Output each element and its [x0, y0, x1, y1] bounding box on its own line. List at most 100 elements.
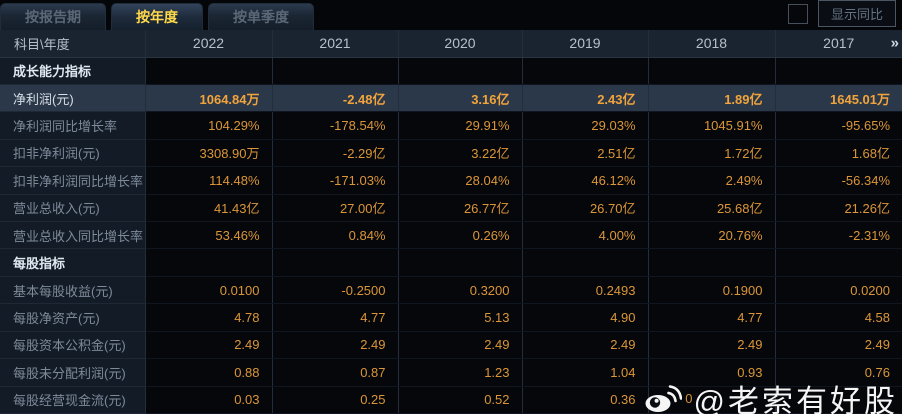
value-cell: 20.76% — [648, 221, 776, 250]
value-cell: 28.04% — [398, 166, 523, 195]
value-cell: 2.49 — [398, 331, 523, 360]
value-cell: 4.00% — [522, 221, 649, 250]
value-cell: -56.34% — [775, 166, 902, 195]
value-cell: 0.36 — [522, 386, 649, 414]
value-cell: 0.84% — [272, 221, 399, 250]
show-yoy-checkbox[interactable] — [787, 3, 808, 24]
table-body: 科目\年度 2022 2021 2020 2019 2018 2017» 成长能力指标 净利… — [0, 30, 902, 414]
section-row: 每股指标 — [0, 248, 902, 277]
value-cell — [398, 57, 523, 85]
value-cell: 1045.91% — [648, 111, 776, 140]
value-cell — [398, 248, 523, 277]
year-header-2020: 2020 — [398, 30, 523, 58]
value-cell: 53.46% — [145, 221, 273, 250]
value-cell: 25.68亿 — [648, 194, 776, 223]
value-cell: 4.78 — [145, 303, 273, 332]
show-yoy-button[interactable]: 显示同比 — [817, 0, 896, 27]
value-cell: 1.04 — [522, 358, 649, 387]
row-label: 每股指标 — [0, 248, 146, 277]
value-cell: 3.16亿 — [398, 84, 523, 113]
section-row: 成长能力指标 — [0, 57, 902, 85]
table-row: 营业总收入同比增长率 53.46% 0.84% 0.26% 4.00% 20.76% -2.… — [0, 221, 902, 250]
financial-indicators-table: 科目\年度 2022 2021 2020 2019 2018 2017» 成长能力指标 净利… — [0, 30, 902, 414]
value-cell: 46.12% — [522, 166, 649, 195]
value-cell: 1064.84万 — [145, 84, 273, 113]
value-cell: 0.0200 — [775, 276, 902, 305]
value-cell: 1.68亿 — [775, 139, 902, 168]
year-header-2019: 2019 — [522, 30, 649, 58]
value-cell: 27.00亿 — [272, 194, 399, 223]
value-cell: 4.90 — [522, 303, 649, 332]
value-cell: 4.77 — [272, 303, 399, 332]
table-row: 营业总收入(元) 41.43亿 27.00亿 26.77亿 26.70亿 25.68亿 21… — [0, 194, 902, 223]
value-cell: 0.25 — [272, 386, 399, 414]
value-cell: 1.72亿 — [648, 139, 776, 168]
value-cell — [522, 248, 649, 277]
year-header-2017: 2017» — [775, 30, 902, 58]
value-cell: -178.54% — [272, 111, 399, 140]
value-cell: 29.91% — [398, 111, 523, 140]
period-tab-bar: 按报告期 按年度 按单季度 显示同比 — [0, 0, 902, 30]
tab-2[interactable]: 按单季度 — [208, 3, 314, 30]
value-cell: 1645.01万 — [775, 84, 902, 113]
value-cell — [648, 57, 776, 85]
value-cell — [775, 248, 902, 277]
tabbar-right-controls: 显示同比 — [787, 0, 902, 30]
year-header-2021: 2021 — [272, 30, 399, 58]
value-cell — [522, 57, 649, 85]
table-row: 每股资本公积金(元) 2.49 2.49 2.49 2.49 2.49 2.49 — [0, 331, 902, 360]
value-cell — [775, 57, 902, 85]
value-cell: 5.13 — [398, 303, 523, 332]
row-label: 净利润同比增长率 — [0, 111, 146, 140]
value-cell: 4.58 — [775, 303, 902, 332]
value-cell: 3308.90万 — [145, 139, 273, 168]
value-cell: 2.49% — [648, 166, 776, 195]
year-header-2018: 2018 — [648, 30, 776, 58]
year-header-row: 科目\年度 2022 2021 2020 2019 2018 2017» — [0, 30, 902, 58]
row-label: 基本每股收益(元) — [0, 276, 146, 305]
table-row: 每股经营现金流(元) 0.03 0.25 0.52 0.36 — [0, 386, 902, 414]
value-cell: -95.65% — [775, 111, 902, 140]
row-label: 营业总收入同比增长率 — [0, 221, 146, 250]
value-cell: 26.77亿 — [398, 194, 523, 223]
tab-0[interactable]: 按报告期 — [0, 3, 106, 30]
value-cell: 114.48% — [145, 166, 273, 195]
corner-label: 科目\年度 — [0, 30, 146, 58]
value-cell: -2.29亿 — [272, 139, 399, 168]
value-cell: 1.23 — [398, 358, 523, 387]
table-row: 每股净资产(元) 4.78 4.77 5.13 4.90 4.77 4.58 — [0, 303, 902, 332]
value-cell: 0.52 — [398, 386, 523, 414]
value-cell — [145, 248, 273, 277]
value-cell: 0.3200 — [398, 276, 523, 305]
value-cell: 3.22亿 — [398, 139, 523, 168]
value-cell: 2.51亿 — [522, 139, 649, 168]
value-cell: 0.76 — [775, 358, 902, 387]
value-cell: 0.93 — [648, 358, 776, 387]
value-cell: 2.49 — [272, 331, 399, 360]
value-cell — [272, 248, 399, 277]
value-cell: 0.87 — [272, 358, 399, 387]
value-cell: 0.26% — [398, 221, 523, 250]
value-cell: -0.2500 — [272, 276, 399, 305]
value-cell: 0.0100 — [145, 276, 273, 305]
value-cell — [648, 248, 776, 277]
more-years-icon[interactable]: » — [890, 34, 899, 52]
value-cell: 2.49 — [522, 331, 649, 360]
table-row: 净利润同比增长率 104.29% -178.54% 29.91% 29.03% 1045.… — [0, 111, 902, 140]
tab-list: 按报告期 按年度 按单季度 — [0, 3, 319, 30]
value-cell: 41.43亿 — [145, 194, 273, 223]
row-label: 净利润(元) — [0, 84, 146, 113]
table-row: 扣非净利润(元) 3308.90万 -2.29亿 3.22亿 2.51亿 1.72亿 1.6… — [0, 139, 902, 168]
row-label: 扣非净利润同比增长率 — [0, 166, 146, 195]
row-label: 每股未分配利润(元) — [0, 358, 146, 387]
row-label: 成长能力指标 — [0, 57, 146, 85]
value-cell: 2.49 — [648, 331, 776, 360]
row-label: 每股资本公积金(元) — [0, 331, 146, 360]
value-cell — [775, 386, 902, 414]
row-label: 营业总收入(元) — [0, 194, 146, 223]
value-cell: -171.03% — [272, 166, 399, 195]
tab-1-active[interactable]: 按年度 — [111, 3, 203, 30]
row-label: 每股经营现金流(元) — [0, 386, 146, 414]
value-cell: 0.03 — [145, 386, 273, 414]
value-cell: 4.77 — [648, 303, 776, 332]
